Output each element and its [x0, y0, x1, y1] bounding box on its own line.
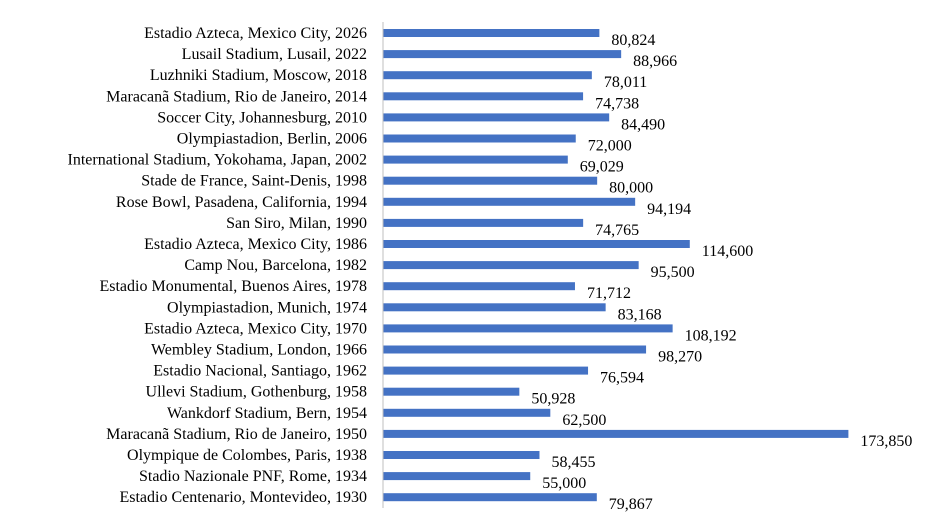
category-label: Rose Bowl, Pasadena, California, 1994 — [116, 194, 367, 211]
value-label: 55,000 — [542, 475, 586, 492]
value-label: 74,765 — [595, 222, 639, 239]
category-label: Estadio Centenario, Montevideo, 1930 — [119, 489, 367, 506]
value-label: 50,928 — [531, 391, 575, 408]
value-label: 94,194 — [647, 201, 691, 218]
category-label: Estadio Azteca, Mexico City, 1970 — [144, 320, 367, 337]
category-label: Wembley Stadium, London, 1966 — [151, 342, 367, 359]
value-label: 84,490 — [621, 116, 665, 133]
value-label: 114,600 — [702, 243, 753, 260]
bar — [383, 134, 576, 143]
bar — [383, 176, 598, 185]
value-label: 88,966 — [633, 53, 677, 70]
value-label: 58,455 — [551, 454, 595, 471]
bar — [383, 451, 540, 459]
bar — [383, 218, 584, 227]
value-label: 74,738 — [595, 95, 639, 112]
bar — [383, 71, 592, 80]
value-label: 78,011 — [604, 74, 647, 91]
category-labels-group: Estadio Azteca, Mexico City, 2026 Lusail … — [67, 25, 367, 506]
category-label: Maracanã Stadium, Rio de Janeiro, 1950 — [106, 426, 367, 443]
category-label: San Siro, Milan, 1990 — [226, 215, 367, 232]
bar — [383, 92, 584, 101]
value-label: 76,594 — [600, 370, 644, 387]
bar — [383, 50, 622, 59]
category-label: Soccer City, Johannesburg, 2010 — [157, 109, 367, 126]
value-label: 79,867 — [609, 496, 653, 513]
bar — [383, 282, 575, 291]
value-label: 71,712 — [587, 285, 631, 302]
value-label: 69,029 — [580, 159, 624, 176]
category-label: Maracanã Stadium, Rio de Janeiro, 2014 — [106, 88, 367, 105]
category-label: Olympiastadion, Munich, 1974 — [167, 299, 367, 316]
value-label: 62,500 — [562, 412, 606, 429]
value-label: 173,850 — [860, 433, 912, 450]
category-label: International Stadium, Yokohama, Japan, … — [67, 152, 367, 169]
value-labels-group: 80,824 88,966 78,011 74,738 84,490 72,000 69,0… — [531, 32, 912, 513]
category-label: Lusail Stadium, Lusail, 2022 — [182, 46, 367, 63]
category-label: Olympique de Colombes, Paris, 1938 — [127, 447, 367, 464]
bar — [383, 197, 636, 206]
value-label: 80,824 — [611, 32, 655, 49]
bar — [383, 387, 520, 396]
bar — [383, 408, 551, 417]
category-label: Wankdorf Stadium, Bern, 1954 — [167, 405, 367, 422]
bars-group — [383, 29, 849, 502]
value-label: 83,168 — [618, 306, 662, 323]
value-label: 80,000 — [609, 180, 653, 197]
category-label: Estadio Nacional, Santiago, 1962 — [153, 363, 367, 380]
category-label: Stadio Nazionale PNF, Rome, 1934 — [139, 468, 367, 485]
bar — [383, 493, 597, 502]
bar — [383, 261, 639, 270]
bar — [383, 324, 673, 333]
value-label: 95,500 — [651, 264, 695, 281]
category-label: Estadio Azteca, Mexico City, 2026 — [144, 25, 367, 42]
bar — [383, 240, 690, 248]
category-label: Camp Nou, Barcelona, 1982 — [184, 257, 367, 274]
bar — [383, 113, 610, 122]
category-label: Estadio Azteca, Mexico City, 1986 — [144, 236, 367, 253]
category-label: Olympiastadion, Berlin, 2006 — [177, 131, 367, 148]
bar — [383, 345, 647, 354]
bar — [383, 155, 568, 164]
bar — [383, 366, 589, 375]
bar — [383, 303, 606, 312]
bar — [383, 429, 849, 438]
category-label: Stade de France, Saint-Denis, 1998 — [141, 173, 367, 190]
value-label: 98,270 — [658, 349, 702, 366]
category-label: Luzhniki Stadium, Moscow, 2018 — [150, 67, 367, 84]
bar — [383, 472, 531, 481]
value-label: 72,000 — [588, 138, 632, 155]
bar — [383, 29, 600, 37]
category-label: Estadio Monumental, Buenos Aires, 1978 — [99, 278, 367, 295]
category-label: Ullevi Stadium, Gothenburg, 1958 — [146, 384, 367, 401]
value-label: 108,192 — [685, 327, 737, 344]
